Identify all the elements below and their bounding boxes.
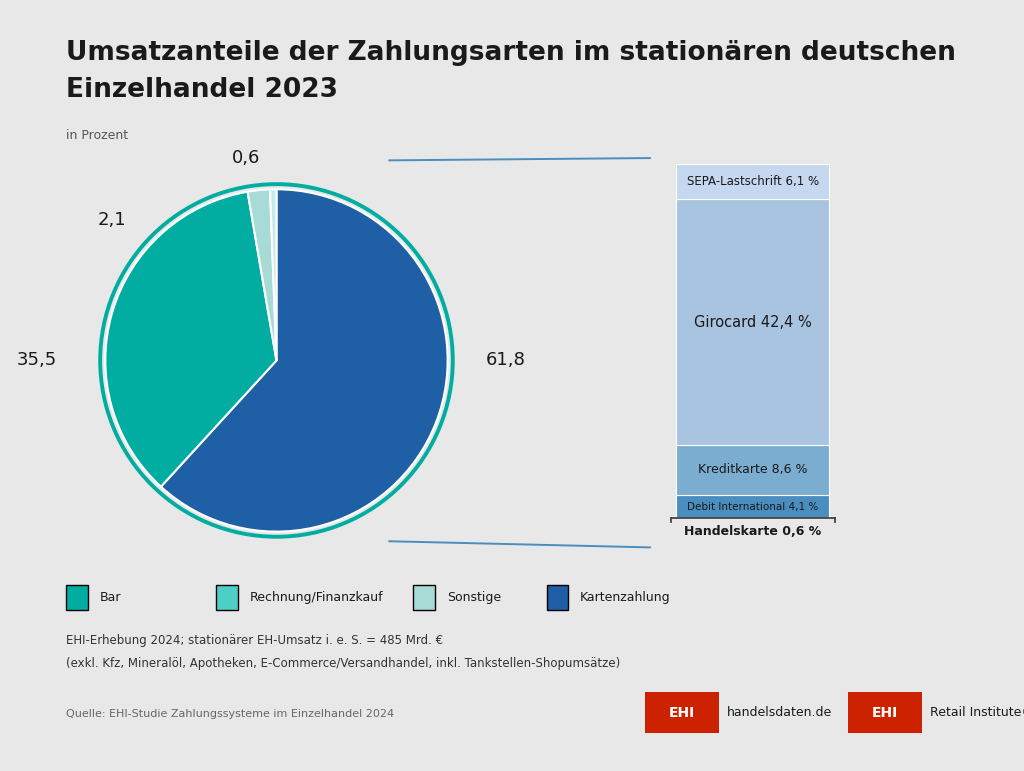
Text: Retail Institute®: Retail Institute® [930, 706, 1024, 719]
Text: EHI: EHI [871, 706, 898, 720]
Bar [676, 495, 829, 518]
Text: SEPA-Lastschrift 6,1 %: SEPA-Lastschrift 6,1 % [686, 175, 819, 188]
Text: 0,6: 0,6 [231, 150, 260, 167]
Text: Kartenzahlung: Kartenzahlung [581, 591, 671, 604]
Text: Einzelhandel 2023: Einzelhandel 2023 [66, 77, 338, 103]
Text: Girocard 42,4 %: Girocard 42,4 % [694, 315, 811, 329]
Text: (exkl. Kfz, Mineralöl, Apotheken, E-Commerce/Versandhandel, inkl. Tankstellen-Sh: (exkl. Kfz, Mineralöl, Apotheken, E-Comm… [66, 657, 621, 670]
Wedge shape [248, 190, 276, 361]
Bar [676, 199, 829, 445]
Text: 35,5: 35,5 [17, 352, 57, 369]
Text: Handelskarte 0,6 %: Handelskarte 0,6 % [684, 525, 821, 537]
Bar [676, 164, 829, 199]
Text: Sonstige: Sonstige [446, 591, 501, 604]
Wedge shape [270, 189, 276, 361]
FancyBboxPatch shape [66, 584, 87, 610]
Wedge shape [105, 192, 276, 487]
Text: handelsdaten.de: handelsdaten.de [727, 706, 833, 719]
FancyBboxPatch shape [645, 692, 719, 733]
Text: Quelle: EHI-Studie Zahlungssysteme im Einzelhandel 2024: Quelle: EHI-Studie Zahlungssysteme im Ei… [66, 709, 394, 719]
Text: Debit International 4,1 %: Debit International 4,1 % [687, 502, 818, 512]
Text: in Prozent: in Prozent [66, 129, 128, 142]
Text: 61,8: 61,8 [485, 352, 525, 369]
Bar [676, 445, 829, 495]
Text: EHI: EHI [669, 706, 695, 720]
Text: Umsatzanteile der Zahlungsarten im stationären deutschen: Umsatzanteile der Zahlungsarten im stati… [66, 40, 955, 66]
Text: EHI-Erhebung 2024; stationärer EH-Umsatz i. e. S. = 485 Mrd. €: EHI-Erhebung 2024; stationärer EH-Umsatz… [66, 635, 443, 648]
Text: Kreditkarte 8,6 %: Kreditkarte 8,6 % [698, 463, 807, 476]
Wedge shape [161, 189, 447, 531]
FancyBboxPatch shape [547, 584, 568, 610]
Text: 2,1: 2,1 [97, 211, 126, 229]
Text: Rechnung/Finanzkauf: Rechnung/Finanzkauf [250, 591, 383, 604]
FancyBboxPatch shape [848, 692, 922, 733]
FancyBboxPatch shape [414, 584, 435, 610]
FancyBboxPatch shape [216, 584, 238, 610]
Text: Bar: Bar [99, 591, 121, 604]
